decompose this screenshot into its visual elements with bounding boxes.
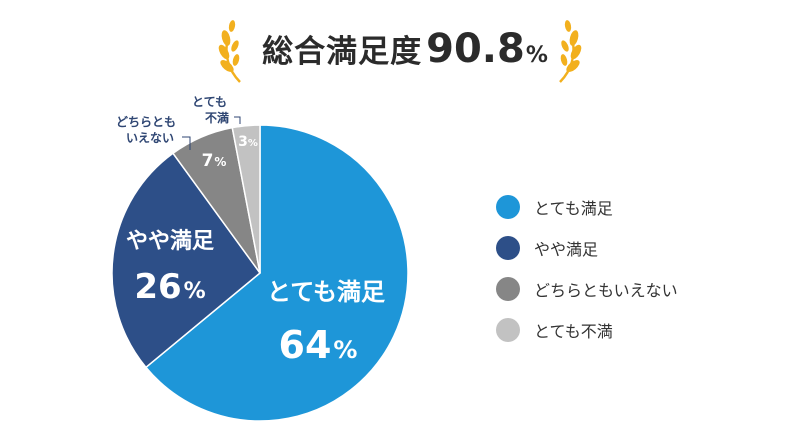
legend-swatch — [496, 235, 520, 260]
legend-label: やや満足 — [534, 239, 599, 259]
legend-label: とても不満 — [534, 321, 613, 341]
chart-header: 総合満足度 90.8 % — [0, 10, 800, 90]
legend-swatch — [496, 194, 520, 219]
chart-title-value: 90.8 — [426, 26, 525, 72]
slice-very-dissatisfied — [231, 124, 261, 274]
label-very-satisfied: とても満足 — [267, 278, 385, 306]
value-somewhat-satisfied: 26% — [134, 267, 205, 307]
legend-swatch — [496, 276, 520, 301]
callout-dissatisfied-line1: とても — [192, 95, 227, 109]
chart-legend: とても満足 やや満足 どちらともいえない とても不満 — [496, 186, 756, 350]
value-very-dissatisfied: 3% — [238, 134, 258, 150]
slice-very-satisfied — [144, 124, 409, 422]
laurel-left-icon — [218, 20, 241, 83]
legend-item-very-satisfied: とても満足 — [496, 186, 756, 227]
chart-title-text: 総合満足度 — [262, 34, 423, 70]
chart-title: 総合満足度 90.8 % — [260, 26, 550, 72]
legend-label: とても満足 — [534, 198, 613, 218]
legend-label: どちらともいえない — [534, 280, 678, 300]
callout-dissatisfied-leader — [234, 116, 241, 124]
legend-item-very-dissatisfied: とても不満 — [496, 309, 756, 350]
chart-title-unit: % — [525, 43, 548, 68]
callout-neutral-leader — [182, 136, 191, 150]
value-neutral: 7% — [202, 151, 227, 171]
label-somewhat-satisfied: やや満足 — [126, 228, 214, 254]
value-very-satisfied: 64% — [279, 323, 358, 367]
laurel-right-icon — [559, 20, 582, 83]
pie-slices — [111, 124, 409, 422]
callout-neutral-line1: どちらとも — [116, 115, 176, 129]
callout-neutral-line2: いえない — [126, 131, 174, 145]
legend-item-neutral: どちらともいえない — [496, 268, 756, 309]
legend-swatch — [496, 317, 520, 342]
legend-item-somewhat-satisfied: やや満足 — [496, 227, 756, 268]
slice-somewhat-satisfied — [111, 152, 262, 369]
callout-dissatisfied-line2: 不満 — [205, 110, 229, 125]
